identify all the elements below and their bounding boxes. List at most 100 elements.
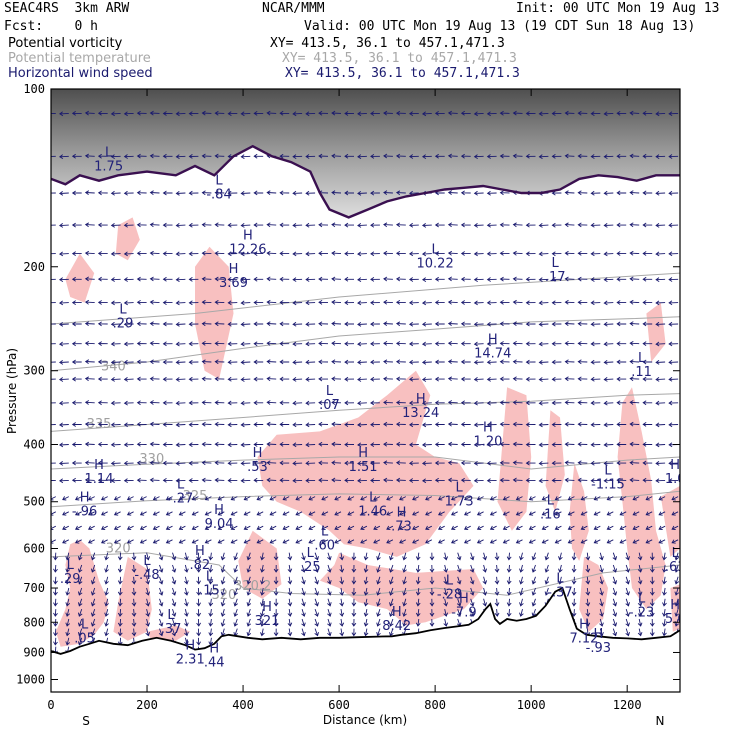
wind-vector-72 (71, 422, 82, 427)
hl-value-11: 1.20 (473, 434, 502, 449)
wind-vector-570 (301, 598, 306, 607)
wind-vector-921 (460, 460, 471, 466)
wind-vector-239 (149, 299, 160, 305)
wind-vector-333 (188, 460, 199, 466)
wind-vector-1262 (629, 400, 640, 405)
wind-vector-503 (266, 441, 277, 447)
wind-vector-1020 (512, 341, 523, 346)
wind-vector-46 (62, 496, 70, 501)
wind-vector-603 (318, 153, 329, 159)
wind-vector-1148 (577, 359, 588, 365)
wind-vector-573 (301, 628, 306, 637)
wind-vector-380 (214, 190, 225, 196)
wind-vector-211 (136, 300, 147, 305)
wind-vector-1077 (538, 442, 549, 448)
wind-vector-131 (97, 442, 108, 447)
wind-vector-895 (447, 477, 458, 483)
wind-vector-1103 (551, 460, 562, 466)
wind-vector-119 (97, 153, 108, 159)
wind-vector-219 (136, 460, 147, 466)
wind-vector-852 (429, 618, 435, 627)
wind-vector-94 (84, 276, 95, 282)
wind-vector-502 (266, 421, 277, 427)
wind-vector-581 (305, 321, 316, 327)
wind-vector-1134 (571, 576, 577, 585)
wind-vector-121 (97, 222, 108, 228)
wind-vector-847 (429, 564, 435, 573)
wind-vector-445 (240, 400, 251, 406)
wind-vector-351 (201, 190, 212, 196)
wind-vector-1044 (525, 300, 536, 306)
wind-vector-946 (473, 422, 484, 428)
wind-vector-287 (171, 618, 177, 627)
wind-vector-877 (443, 598, 449, 607)
wind-vector-490 (266, 110, 277, 116)
wind-vector-762 (389, 552, 394, 561)
wind-vector-1219 (612, 598, 618, 607)
wind-vector-159 (110, 422, 121, 428)
wind-vector-257 (158, 598, 164, 607)
wind-vector-1290 (642, 400, 653, 406)
wind-vector-652 (339, 576, 345, 585)
wind-vector-298 (175, 341, 186, 347)
wind-vector-779 (395, 359, 406, 365)
wind-vector-161 (110, 460, 121, 466)
wind-vector-598 (314, 598, 319, 607)
wind-vector-1143 (577, 251, 588, 256)
wind-vector-1096 (551, 321, 562, 327)
wind-vector-438 (240, 251, 251, 257)
wind-vector-45 (58, 478, 69, 484)
wind-vector-1215 (612, 552, 618, 561)
wind-vector-1013 (512, 153, 523, 159)
y-tick-label-900: 900 (23, 645, 45, 659)
wind-vector-112 (90, 587, 96, 596)
hl-value-38: .37 (161, 622, 182, 637)
wind-vector-774 (395, 251, 406, 256)
wind-vector-542 (287, 598, 293, 607)
wind-vector-866 (434, 442, 445, 447)
wind-vector-767 (389, 608, 394, 617)
wind-vector-771 (395, 153, 406, 159)
wind-vector-758 (386, 496, 394, 501)
wind-vector-1105 (554, 496, 562, 501)
wind-vector-1095 (551, 300, 562, 306)
wind-vector-282 (171, 564, 177, 573)
wind-vector-1226 (616, 222, 627, 228)
wind-vector-782 (395, 421, 406, 427)
wind-vector-434 (240, 111, 251, 117)
wind-vector-993 (499, 321, 510, 327)
wind-vector-133 (97, 477, 108, 483)
wind-vector-1119 (564, 321, 575, 327)
wind-vector-1112 (564, 110, 575, 116)
wind-vector-47 (62, 511, 70, 516)
wind-vector-731 (373, 511, 381, 516)
wind-vector-1000 (499, 460, 510, 466)
wind-vector-1233 (616, 376, 627, 382)
wind-vector-1333 (662, 618, 667, 627)
y-axis-title: Pressure (hPa) (5, 348, 19, 434)
field-name-pv: Potential vorticity (8, 36, 123, 51)
wind-vector-1164 (585, 609, 591, 617)
wind-vector-1018 (512, 299, 523, 305)
hl-value-33: -7.9 (451, 605, 476, 620)
wind-vector-718 (370, 251, 380, 257)
wind-vector-1341 (668, 300, 679, 306)
wind-vector-523 (279, 276, 290, 282)
wind-vector-479 (256, 511, 264, 516)
wind-vector-947 (473, 442, 484, 448)
wind-vector-857 (434, 251, 445, 256)
wind-vector-627 (327, 608, 332, 617)
wind-vector-1031 (515, 539, 523, 544)
wind-vector-1180 (590, 442, 601, 448)
wind-vector-567 (301, 564, 306, 573)
wind-vector-923 (463, 496, 471, 501)
y-tick-label-100: 100 (23, 82, 45, 96)
wind-vector-240 (149, 321, 160, 327)
wind-vector-1295 (645, 496, 653, 501)
wind-vector-534 (282, 496, 290, 501)
wind-vector-728 (370, 460, 380, 466)
wind-vector-863 (434, 376, 445, 382)
wind-vector-643 (331, 441, 342, 447)
wind-vector-30 (58, 111, 69, 117)
wind-vector-891 (447, 400, 458, 405)
